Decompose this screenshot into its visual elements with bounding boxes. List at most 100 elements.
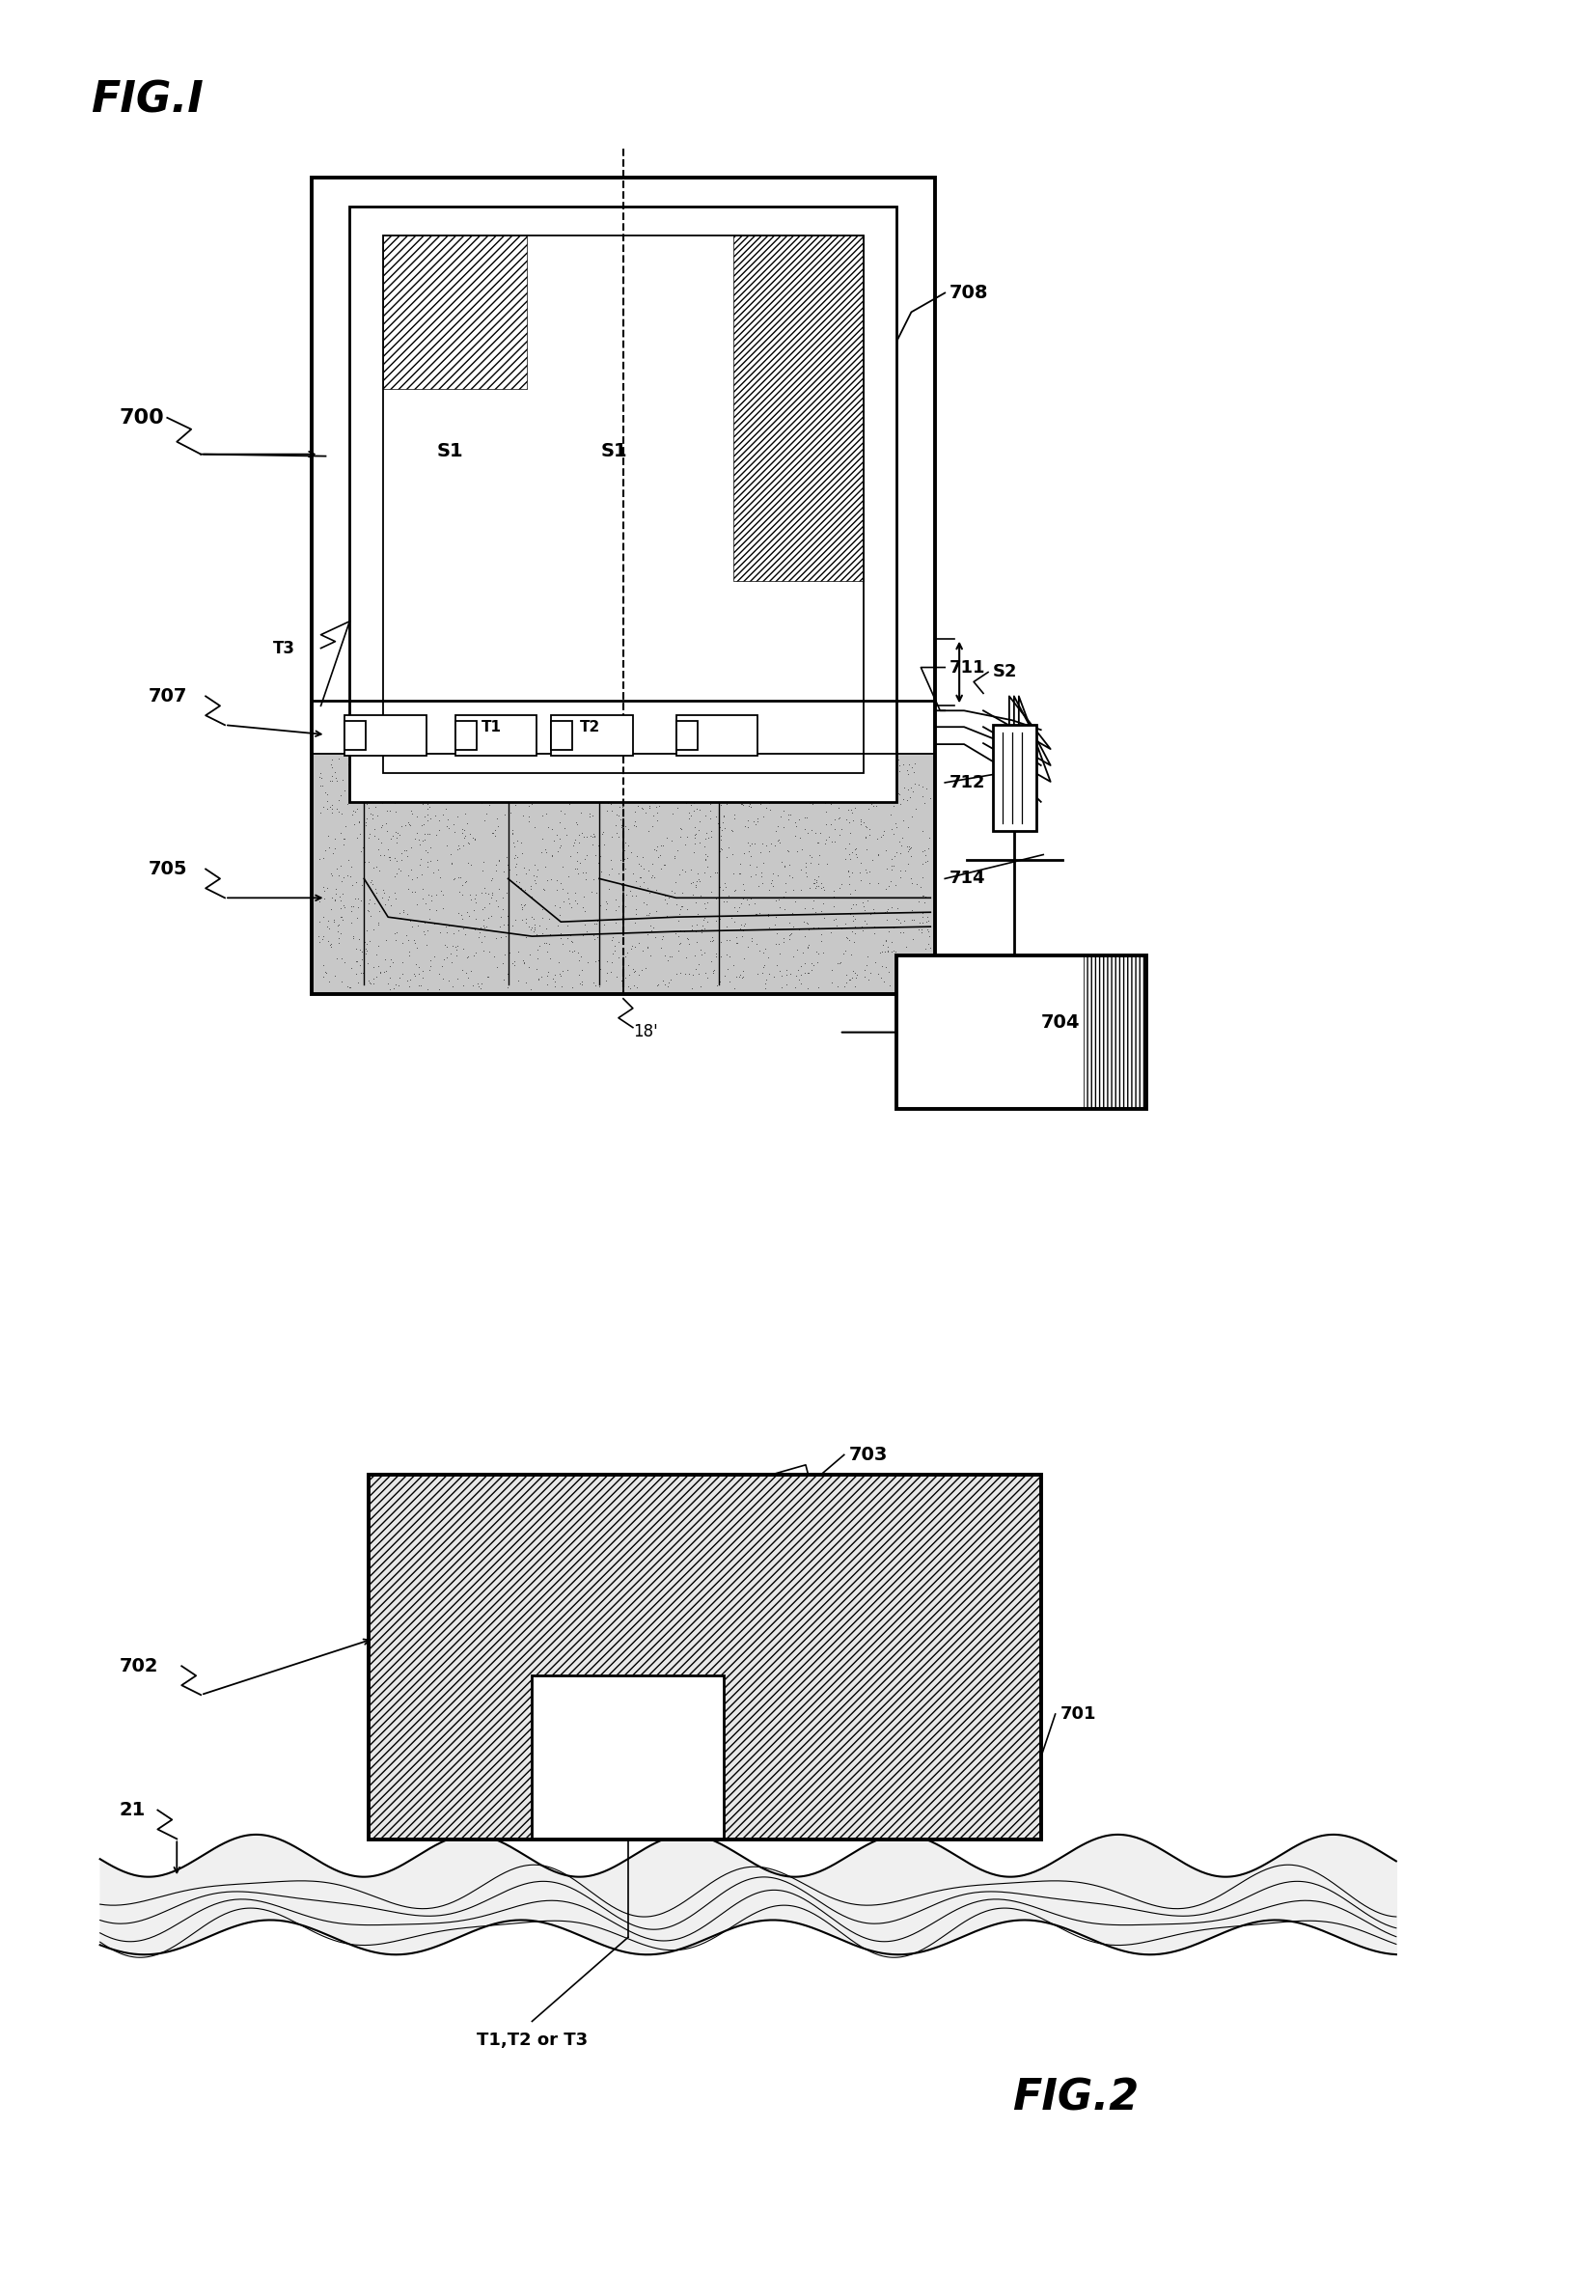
Text: 707: 707: [148, 687, 187, 705]
Point: [638, 859, 664, 895]
Point: [461, 767, 487, 804]
Point: [401, 923, 426, 960]
Point: [651, 847, 677, 884]
Point: [782, 804, 808, 840]
Point: [828, 866, 854, 902]
Point: [412, 799, 437, 836]
Point: [651, 937, 677, 974]
Point: [573, 861, 598, 898]
Point: [907, 905, 932, 941]
Point: [389, 843, 415, 879]
Point: [895, 771, 921, 808]
Point: [694, 960, 720, 996]
Point: [358, 882, 383, 918]
Point: [367, 955, 393, 992]
Point: [482, 755, 508, 792]
Point: [504, 822, 530, 859]
Point: [659, 755, 685, 792]
Point: [635, 870, 661, 907]
Point: [836, 824, 862, 861]
Point: [723, 918, 749, 955]
Point: [887, 836, 913, 872]
Point: [731, 960, 757, 996]
Point: [480, 774, 506, 810]
Point: [744, 955, 769, 992]
Point: [583, 753, 608, 790]
Point: [881, 847, 907, 884]
Point: [693, 820, 718, 856]
Point: [838, 879, 863, 916]
Point: [865, 742, 891, 778]
Point: [567, 845, 592, 882]
Point: [855, 790, 881, 827]
Point: [685, 790, 710, 827]
Point: [731, 769, 757, 806]
Point: [819, 964, 844, 1001]
Point: [651, 967, 677, 1003]
Point: [803, 932, 828, 969]
Point: [479, 898, 504, 934]
Point: [750, 955, 776, 992]
Point: [539, 836, 565, 872]
Point: [824, 907, 849, 944]
Point: [544, 870, 570, 907]
Point: [345, 790, 370, 827]
Point: [709, 829, 734, 866]
Point: [871, 962, 897, 999]
Point: [899, 769, 924, 806]
Point: [800, 785, 825, 822]
Point: [659, 939, 685, 976]
Bar: [311, 753, 935, 994]
Point: [846, 760, 871, 797]
Bar: [734, 234, 863, 581]
Point: [771, 792, 796, 829]
Point: [616, 769, 642, 806]
Point: [753, 783, 779, 820]
Point: [723, 872, 749, 909]
Point: [784, 957, 809, 994]
Point: [598, 778, 624, 815]
Point: [361, 850, 386, 886]
Point: [729, 918, 755, 955]
Point: [329, 794, 354, 831]
Point: [318, 790, 343, 827]
Point: [330, 875, 356, 912]
Point: [624, 838, 650, 875]
Point: [354, 946, 380, 983]
Point: [547, 866, 573, 902]
Point: [849, 781, 875, 817]
Point: [458, 882, 484, 918]
Point: [785, 912, 811, 948]
Point: [776, 781, 801, 817]
Point: [405, 967, 431, 1003]
Point: [397, 902, 423, 939]
Point: [627, 847, 653, 884]
Point: [396, 921, 421, 957]
Point: [573, 817, 598, 854]
Point: [839, 886, 865, 923]
Point: [804, 861, 830, 898]
Point: [731, 879, 757, 916]
Point: [369, 785, 394, 822]
Point: [878, 852, 903, 889]
Point: [530, 746, 555, 783]
Point: [353, 806, 378, 843]
Point: [733, 808, 758, 845]
Point: [530, 916, 555, 953]
Point: [583, 836, 608, 872]
Point: [677, 748, 702, 785]
Point: [749, 785, 774, 822]
Point: [839, 937, 865, 974]
Point: [876, 953, 902, 990]
Point: [806, 836, 832, 872]
Point: [447, 872, 472, 909]
Point: [308, 767, 334, 804]
Point: [472, 889, 498, 925]
Point: [678, 912, 704, 948]
Point: [622, 868, 648, 905]
Point: [635, 930, 661, 967]
Point: [584, 875, 610, 912]
Point: [463, 900, 488, 937]
Point: [640, 808, 666, 845]
Point: [750, 948, 776, 985]
